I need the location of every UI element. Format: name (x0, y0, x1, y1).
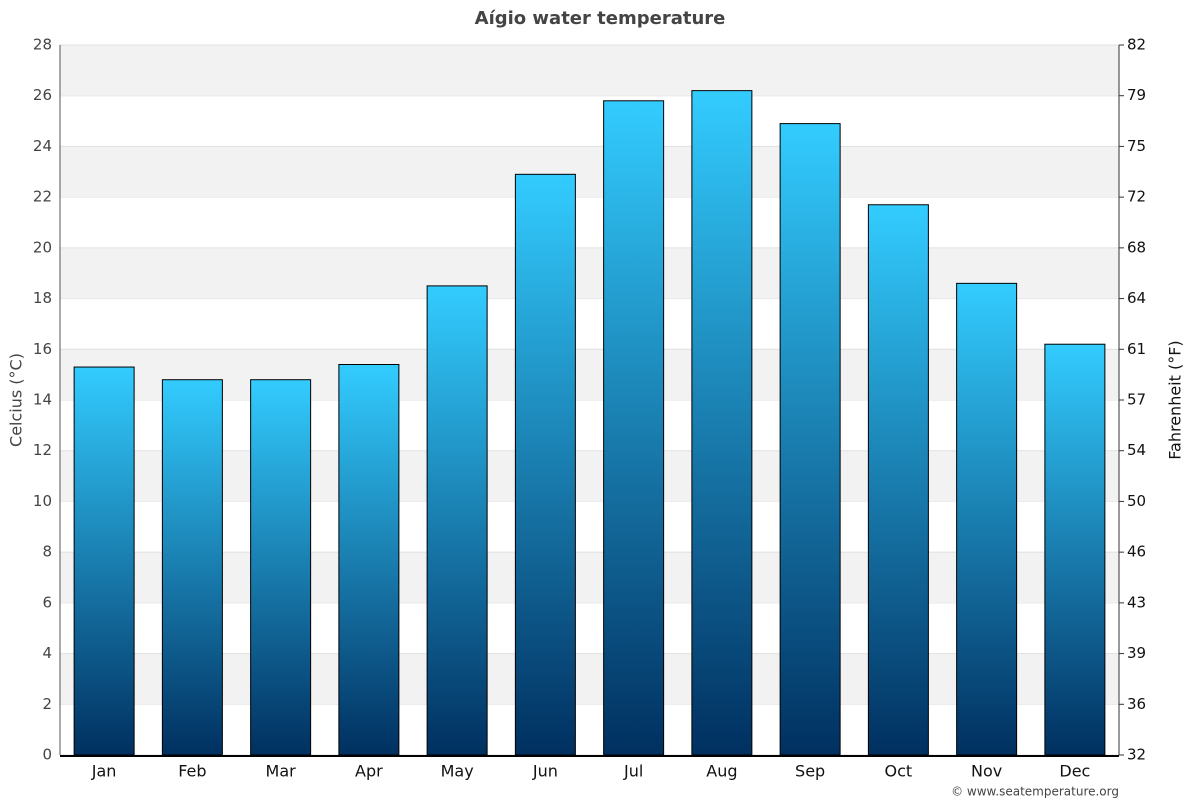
grid-band (60, 653, 1119, 705)
bar (73, 366, 135, 756)
y2-tick-label: 46 (1127, 543, 1146, 561)
y2-tick-label: 75 (1127, 137, 1146, 155)
y-axis-label: Celcius (°C) (7, 353, 26, 447)
x-tick-label: Jul (623, 762, 643, 781)
y2-tick-label: 36 (1127, 695, 1146, 713)
x-tick-label: Nov (971, 762, 1002, 781)
plot-background (60, 44, 1119, 756)
y-tick-label: 6 (42, 593, 52, 611)
bar (779, 123, 841, 756)
grid-band (60, 450, 1119, 502)
grid-band (60, 349, 1119, 400)
y2-tick-label: 39 (1127, 644, 1146, 662)
x-tick-label: Jun (532, 762, 558, 781)
bar (514, 173, 576, 756)
y2-tick-label: 72 (1127, 188, 1146, 206)
bar (603, 100, 665, 756)
grid-band (60, 45, 1119, 96)
x-tick-label: Mar (266, 762, 297, 781)
bar (338, 364, 400, 756)
y-tick-label: 24 (33, 137, 52, 155)
chart-title: Aígio water temperature (475, 8, 726, 29)
x-tick-label: Apr (355, 762, 383, 781)
grid-band (60, 247, 1119, 299)
x-tick-label: Jan (91, 762, 117, 781)
y2-tick-label: 68 (1127, 238, 1146, 256)
x-tick-label: Feb (178, 762, 206, 781)
x-tick-label: May (441, 762, 474, 781)
y2-tick-label: 57 (1127, 391, 1146, 409)
bar (250, 379, 312, 756)
y-tick-label: 0 (42, 746, 52, 764)
y2-tick-label: 64 (1127, 289, 1146, 307)
y2-tick-label: 61 (1127, 340, 1146, 358)
bar (867, 204, 929, 756)
y-tick-label: 2 (42, 695, 52, 713)
y-tick-label: 26 (33, 86, 52, 104)
bar (426, 285, 488, 756)
y2-axis-label: Fahrenheit (°F) (1166, 340, 1185, 459)
y2-tick-label: 82 (1127, 36, 1146, 54)
grid-band (60, 146, 1119, 198)
y2-tick-label: 43 (1127, 593, 1146, 611)
bar (691, 90, 753, 756)
x-tick-label: Oct (885, 762, 913, 781)
y-tick-label: 18 (33, 289, 52, 307)
y-tick-label: 16 (33, 340, 52, 358)
x-tick-label: Aug (706, 762, 737, 781)
y2-tick-label: 50 (1127, 492, 1146, 510)
y2-tick-label: 54 (1127, 441, 1146, 459)
y2-tick-label: 79 (1127, 86, 1146, 104)
credit: © www.seatemperature.org (951, 785, 1119, 799)
y-tick-label: 20 (33, 238, 52, 256)
bar (956, 282, 1018, 756)
y-tick-label: 4 (42, 644, 52, 662)
bar (1044, 343, 1106, 756)
y-tick-label: 10 (33, 492, 52, 510)
y-tick-label: 22 (33, 188, 52, 206)
y-tick-label: 14 (33, 391, 52, 409)
bar (161, 379, 223, 756)
y-tick-label: 28 (33, 36, 52, 54)
x-tick-label: Sep (795, 762, 825, 781)
y-tick-label: 12 (33, 441, 52, 459)
x-tick-label: Dec (1059, 762, 1090, 781)
grid-band (60, 552, 1119, 603)
y2-tick-label: 32 (1127, 746, 1146, 764)
y-tick-label: 8 (42, 543, 52, 561)
